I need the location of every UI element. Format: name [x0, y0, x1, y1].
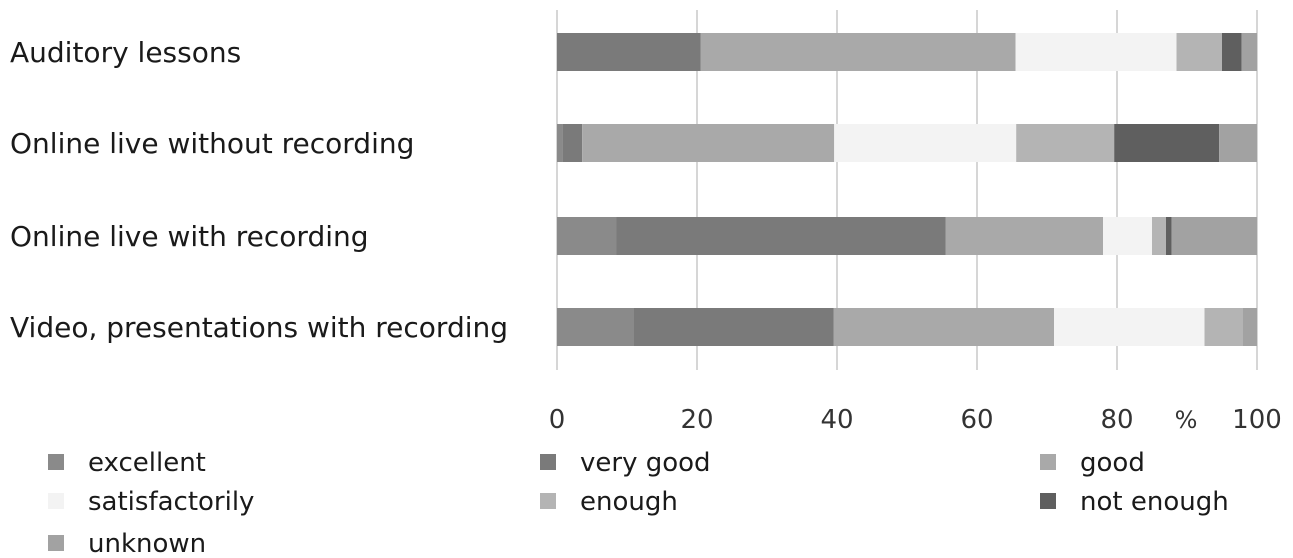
- bars: [557, 33, 1257, 346]
- x-tick-label: 60: [960, 405, 993, 435]
- bar-segment-enough: [1152, 217, 1166, 255]
- legend-label: not enough: [1080, 487, 1229, 517]
- bar-segment-unknown: [1219, 124, 1257, 162]
- bar-segment-good: [833, 308, 1054, 346]
- bar-segment-excellent: [557, 124, 563, 162]
- legend-label: very good: [580, 448, 711, 478]
- x-tick-label: 0: [549, 405, 566, 435]
- bar-segment-excellent: [557, 217, 617, 255]
- bar-segment-not-enough: [1166, 217, 1172, 255]
- bar-segment-excellent: [557, 308, 634, 346]
- bar-segment-satisfactorily: [1103, 217, 1152, 255]
- legend-label: good: [1080, 448, 1145, 478]
- legend-swatch: [48, 493, 64, 509]
- legend-label: unknown: [88, 529, 206, 558]
- bar-segment-satisfactorily: [1015, 33, 1177, 71]
- legend-swatch: [48, 454, 64, 470]
- bar-segment-very-good: [557, 33, 701, 71]
- x-tick-label: 20: [680, 405, 713, 435]
- legend: excellent very good good satisfactorily enou…: [48, 448, 1229, 558]
- legend-item-satisfactorily: satisfactorily: [48, 487, 254, 517]
- legend-label: satisfactorily: [88, 487, 254, 517]
- bar-segment-unknown: [1243, 308, 1257, 346]
- x-tick-label: 80: [1100, 405, 1133, 435]
- x-tick-label: 40: [820, 405, 853, 435]
- bar-segment-unknown: [1171, 217, 1257, 255]
- legend-swatch: [540, 454, 556, 470]
- legend-item-good: good: [1040, 448, 1145, 478]
- legend-item-unknown: unknown: [48, 529, 206, 558]
- legend-label: enough: [580, 487, 678, 517]
- bar-segment-very-good: [562, 124, 583, 162]
- bar-segment-enough: [1204, 308, 1243, 346]
- x-axis-unit-label: %: [1175, 406, 1198, 434]
- bar-segment-satisfactorily: [1054, 308, 1205, 346]
- bar-segment-very-good: [616, 217, 946, 255]
- bar-segment-good: [700, 33, 1016, 71]
- legend-item-excellent: excellent: [48, 448, 206, 478]
- bar-segment-unknown: [1241, 33, 1257, 71]
- category-label: Video, presentations with recording: [10, 311, 508, 344]
- legend-swatch: [1040, 493, 1056, 509]
- bar-segment-good: [582, 124, 835, 162]
- bar-segment-enough: [1016, 124, 1115, 162]
- category-labels: Auditory lessons Online live without reco…: [10, 36, 508, 344]
- bar-segment-satisfactorily: [834, 124, 1017, 162]
- legend-swatch: [540, 493, 556, 509]
- bar-segment-good: [945, 217, 1103, 255]
- x-axis-ticks: 0 20 40 60 80 100: [549, 405, 1282, 435]
- x-tick-label: 100: [1232, 405, 1282, 435]
- category-label: Auditory lessons: [10, 36, 241, 69]
- category-label: Online live without recording: [10, 127, 414, 160]
- legend-item-enough: enough: [540, 487, 678, 517]
- bar-segment-very-good: [634, 308, 834, 346]
- legend-item-not-enough: not enough: [1040, 487, 1229, 517]
- category-label: Online live with recording: [10, 220, 369, 253]
- bar-segment-enough: [1176, 33, 1222, 71]
- bar-segment-not-enough: [1222, 33, 1242, 71]
- legend-label: excellent: [88, 448, 206, 478]
- legend-swatch: [1040, 454, 1056, 470]
- legend-swatch: [48, 535, 64, 551]
- legend-item-very-good: very good: [540, 448, 711, 478]
- bar-segment-not-enough: [1114, 124, 1220, 162]
